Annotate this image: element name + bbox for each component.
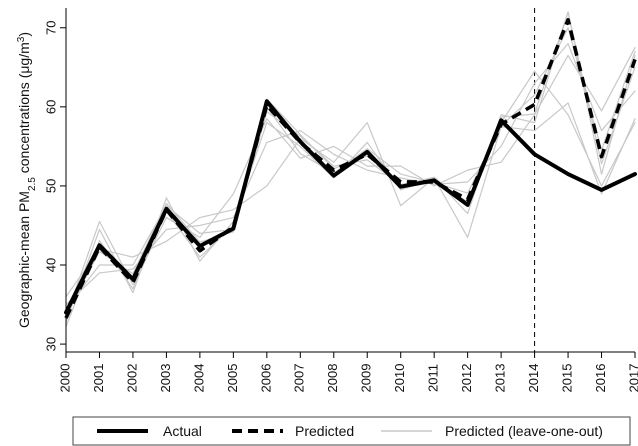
leave-one-out-series-6 bbox=[65, 46, 636, 318]
leave-one-out-series-4 bbox=[65, 11, 636, 323]
y-axis-label-close: ) bbox=[16, 32, 32, 37]
y-tick-label: 50 bbox=[43, 179, 58, 193]
legend: Actual Predicted Predicted (leave-one-ou… bbox=[72, 416, 631, 446]
leave-one-out-series-7 bbox=[65, 70, 636, 310]
x-tick-label: 2012 bbox=[459, 364, 474, 393]
x-tick-label: 2007 bbox=[292, 364, 307, 393]
legend-box bbox=[72, 416, 631, 446]
x-tick-label: 2000 bbox=[57, 364, 72, 393]
leave-one-out-series-5 bbox=[65, 102, 636, 298]
legend-predicted-label: Predicted bbox=[295, 423, 354, 439]
x-tick-label: 2008 bbox=[325, 364, 340, 393]
y-tick-label: 60 bbox=[43, 100, 58, 114]
legend-actual-label: Actual bbox=[163, 423, 202, 439]
y-axis-label: Geographic-mean PM2.5 concentrations (μg… bbox=[16, 32, 38, 328]
plot-area bbox=[64, 8, 637, 352]
leave-one-out-series-3 bbox=[65, 42, 636, 306]
x-tick-label: 2016 bbox=[593, 364, 608, 393]
legend-loo-label: Predicted (leave-one-out) bbox=[445, 423, 603, 439]
x-tick-label: 2005 bbox=[225, 364, 240, 393]
x-tick-label: 2001 bbox=[91, 364, 106, 393]
x-tick-label: 2009 bbox=[359, 364, 374, 393]
x-tick-label: 2003 bbox=[158, 364, 173, 393]
actual-series-line bbox=[64, 99, 637, 315]
y-axis-label-suffix: concentrations (μg/m bbox=[16, 42, 32, 177]
y-axis-label-subscript: 2.5 bbox=[27, 177, 38, 191]
y-axis-label-superscript: 3 bbox=[16, 36, 27, 42]
x-tick-label: 2002 bbox=[124, 364, 139, 393]
y-tick-label: 40 bbox=[43, 258, 58, 272]
x-tick-label: 2006 bbox=[258, 364, 273, 393]
axes: 30 40 50 60 70 2000 2001 2002 2003 2004 2005 2006 20… bbox=[43, 8, 638, 392]
y-tick-label: 30 bbox=[43, 337, 58, 351]
x-tick-label: 2014 bbox=[526, 364, 541, 393]
x-tick-label: 2010 bbox=[392, 364, 407, 393]
x-tick-label: 2013 bbox=[493, 364, 508, 393]
x-tick-label: 2011 bbox=[426, 364, 441, 392]
x-tick-label: 2004 bbox=[191, 364, 206, 393]
x-tick-label: 2015 bbox=[559, 364, 574, 393]
x-tick-label: 2017 bbox=[626, 364, 638, 393]
y-tick-label: 70 bbox=[43, 21, 58, 35]
y-axis-label-prefix: Geographic-mean PM bbox=[16, 191, 32, 328]
predicted-series-line bbox=[64, 18, 637, 319]
